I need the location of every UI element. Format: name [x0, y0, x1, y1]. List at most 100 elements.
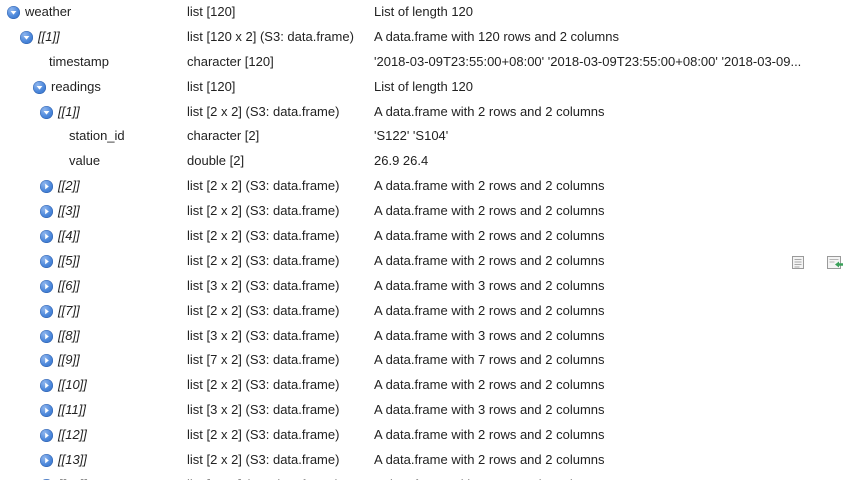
- row-name: [[2]]: [58, 178, 80, 194]
- tree-row[interactable]: [[14]] list [2 x 2] (S3: data.frame) A dat…: [0, 473, 864, 480]
- type-cell: character [120]: [187, 53, 274, 69]
- name-cell: weather: [0, 0, 180, 25]
- type-cell: list [120]: [187, 4, 236, 19]
- expand-toggle-icon[interactable]: [40, 205, 53, 219]
- type-cell: list [2 x 2] (S3: data.frame): [187, 377, 340, 393]
- row-name: [[14]]: [58, 473, 87, 480]
- expand-toggle-icon[interactable]: [40, 379, 53, 393]
- name-cell: station_id: [0, 124, 180, 149]
- value-cell: A data.frame with 3 rows and 2 columns: [374, 277, 605, 293]
- type-cell: list [3 x 2] (S3: data.frame): [187, 277, 340, 293]
- collapse-toggle-icon[interactable]: [33, 80, 46, 94]
- tree-row[interactable]: [[10]] list [2 x 2] (S3: data.frame) A dat…: [0, 373, 864, 398]
- row-name: station_id: [69, 128, 125, 144]
- tree-row[interactable]: [[8]] list [3 x 2] (S3: data.frame) A data…: [0, 324, 864, 349]
- row-name: [[10]]: [58, 377, 87, 393]
- value-cell: A data.frame with 2 rows and 2 columns: [374, 252, 605, 268]
- value-cell: '2018-03-09T23:55:00+08:00' '2018-03-09T…: [374, 53, 802, 69]
- row-name: timestamp: [49, 53, 109, 69]
- value-cell: A data.frame with 2 rows and 2 columns: [374, 178, 605, 194]
- expand-toggle-icon[interactable]: [40, 354, 53, 368]
- value-cell: A data.frame with 2 rows and 2 columns: [374, 103, 605, 119]
- name-cell: [[1]]: [0, 100, 180, 125]
- expand-toggle-icon[interactable]: [40, 180, 53, 194]
- tree-row[interactable]: [[13]] list [2 x 2] (S3: data.frame) A dat…: [0, 448, 864, 473]
- name-cell: [[14]]: [0, 473, 180, 480]
- value-cell: A data.frame with 2 rows and 2 columns: [374, 228, 605, 244]
- name-cell: [[7]]: [0, 299, 180, 324]
- expand-toggle-icon[interactable]: [40, 329, 53, 343]
- tree-row[interactable]: [[7]] list [2 x 2] (S3: data.frame) A data…: [0, 299, 864, 324]
- expand-toggle-icon[interactable]: [40, 254, 53, 268]
- type-cell: list [2 x 2] (S3: data.frame): [187, 103, 340, 119]
- expand-toggle-icon[interactable]: [40, 230, 53, 244]
- name-cell: [[13]]: [0, 448, 180, 473]
- row-name: [[1]]: [38, 28, 60, 44]
- type-cell: list [2 x 2] (S3: data.frame): [187, 473, 339, 480]
- tree-row[interactable]: [[5]] list [2 x 2] (S3: data.frame) A data…: [0, 249, 864, 274]
- collapse-toggle-icon[interactable]: [7, 6, 20, 19]
- type-cell: list [3 x 2] (S3: data.frame): [187, 327, 340, 343]
- row-name: [[6]]: [58, 277, 80, 293]
- tree-row[interactable]: [[2]] list [2 x 2] (S3: data.frame) A data…: [0, 174, 864, 199]
- type-cell: list [2 x 2] (S3: data.frame): [187, 427, 340, 443]
- name-cell: timestamp: [0, 50, 180, 75]
- value-cell: 'S122' 'S104': [374, 128, 449, 144]
- name-cell: readings: [0, 75, 180, 100]
- expand-toggle-icon[interactable]: [40, 304, 53, 318]
- name-cell: [[4]]: [0, 224, 180, 249]
- tree-row[interactable]: value double [2] 26.9 26.4: [0, 149, 864, 174]
- tree-row[interactable]: [[12]] list [2 x 2] (S3: data.frame) A dat…: [0, 423, 864, 448]
- value-cell: 26.9 26.4: [374, 153, 429, 169]
- value-cell: A data.frame with 2 rows and 2 columns: [374, 302, 605, 318]
- tree-row[interactable]: [[9]] list [7 x 2] (S3: data.frame) A data…: [0, 348, 864, 373]
- expand-toggle-icon[interactable]: [40, 279, 53, 293]
- type-cell: character [2]: [187, 128, 260, 144]
- type-cell: list [2 x 2] (S3: data.frame): [187, 302, 340, 318]
- tree-row[interactable]: weather list [120] List of length 120: [0, 0, 864, 25]
- name-cell: [[9]]: [0, 348, 180, 373]
- tree-row[interactable]: timestamp character [120] '2018-03-09T23:5…: [0, 50, 864, 75]
- type-cell: list [120]: [187, 78, 236, 94]
- expand-toggle-icon[interactable]: [40, 478, 53, 480]
- row-name: weather: [25, 4, 72, 19]
- row-name: value: [69, 153, 101, 169]
- tree-row[interactable]: [[3]] list [2 x 2] (S3: data.frame) A data…: [0, 199, 864, 224]
- collapse-toggle-icon[interactable]: [20, 30, 33, 44]
- value-cell: A data.frame with 3 rows and 2 columns: [374, 327, 605, 343]
- tree-row[interactable]: [[6]] list [3 x 2] (S3: data.frame) A data…: [0, 274, 864, 299]
- row-name: [[3]]: [58, 203, 80, 219]
- tree-row[interactable]: [[4]] list [2 x 2] (S3: data.frame) A data…: [0, 224, 864, 249]
- row-name: readings: [51, 78, 101, 94]
- tree-row[interactable]: readings list [120] List of length 120: [0, 75, 864, 100]
- row-name: [[1]]: [58, 103, 80, 119]
- view-icon[interactable]: [790, 254, 806, 269]
- row-name: [[8]]: [58, 327, 80, 343]
- row-name: [[12]]: [58, 427, 87, 443]
- expand-toggle-icon[interactable]: [40, 429, 53, 443]
- name-cell: value: [0, 149, 180, 174]
- tree-row[interactable]: [[1]] list [120 x 2] (S3: data.frame) A da…: [0, 25, 864, 50]
- collapse-toggle-icon[interactable]: [40, 105, 53, 119]
- name-cell: [[12]]: [0, 423, 180, 448]
- name-cell: [[11]]: [0, 398, 180, 423]
- type-cell: list [7 x 2] (S3: data.frame): [187, 352, 340, 368]
- value-cell: A data.frame with 2 rows and 2 columns: [374, 203, 605, 219]
- tree-row[interactable]: station_id character [2] 'S122' 'S104': [0, 124, 864, 149]
- value-cell: A data.frame with 2 rows and 2 columns: [374, 473, 854, 480]
- name-cell: [[3]]: [0, 199, 180, 224]
- copy-to-console-icon[interactable]: [826, 254, 843, 269]
- row-name: [[11]]: [58, 402, 86, 418]
- expand-toggle-icon[interactable]: [40, 454, 53, 468]
- type-cell: list [3 x 2] (S3: data.frame): [187, 402, 340, 418]
- tree-row[interactable]: [[11]] list [3 x 2] (S3: data.frame) A dat…: [0, 398, 864, 423]
- value-cell: List of length 120: [374, 4, 474, 19]
- tree-row[interactable]: [[1]] list [2 x 2] (S3: data.frame) A data…: [0, 100, 864, 125]
- value-cell: A data.frame with 120 rows and 2 columns: [374, 28, 619, 44]
- name-cell: [[8]]: [0, 324, 180, 349]
- expand-toggle-icon[interactable]: [40, 404, 53, 418]
- value-cell: A data.frame with 2 rows and 2 columns: [374, 452, 605, 468]
- type-cell: list [120 x 2] (S3: data.frame): [187, 28, 354, 44]
- row-name: [[7]]: [58, 302, 80, 318]
- name-cell: [[2]]: [0, 174, 180, 199]
